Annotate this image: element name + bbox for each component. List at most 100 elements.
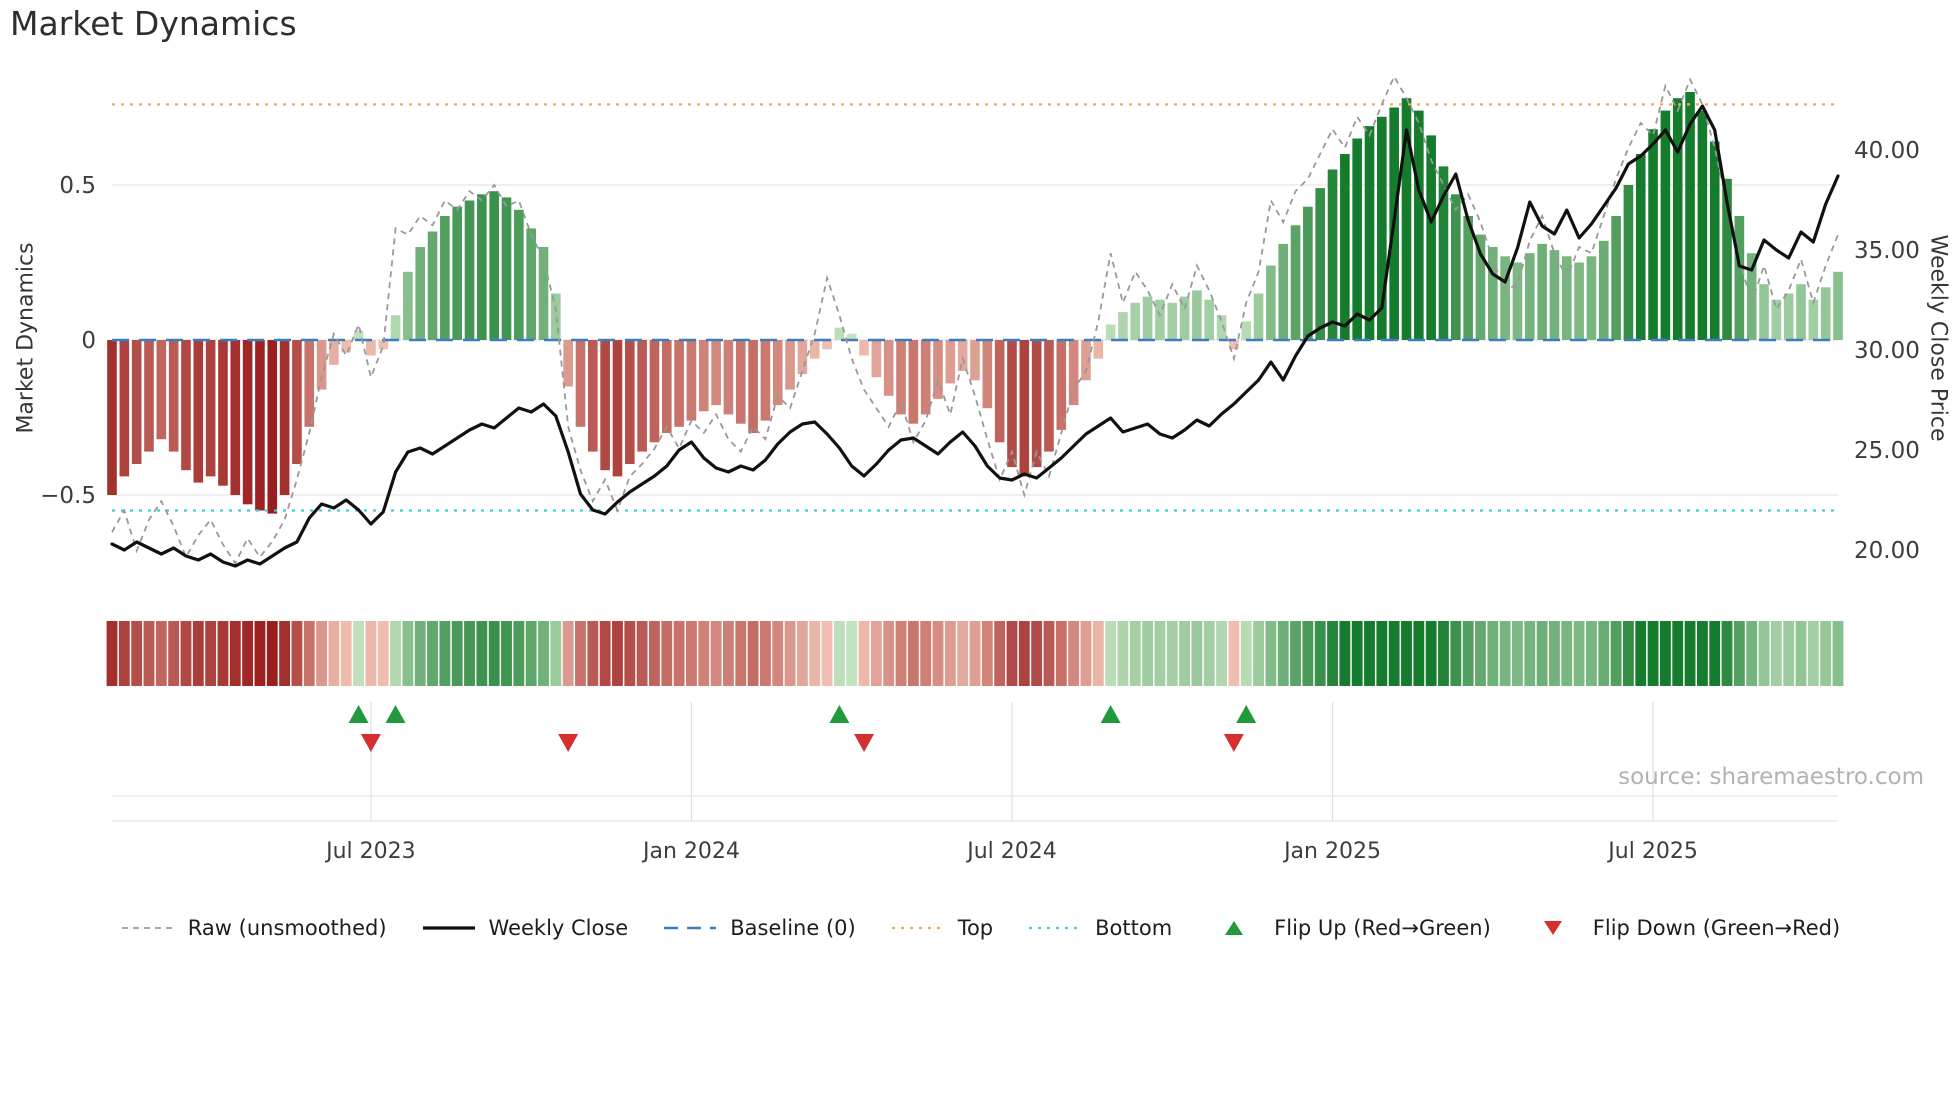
flip-down-marker (1223, 734, 1244, 752)
heatmap-cell (291, 621, 303, 686)
heatmap-cell (1696, 621, 1708, 686)
heatmap-cell (661, 621, 673, 686)
oscillator-bar (1401, 98, 1412, 340)
heatmap-cell (1203, 621, 1215, 686)
oscillator-bar (612, 340, 623, 477)
heatmap-cell (464, 621, 475, 686)
heatmap-cell (1586, 621, 1597, 686)
oscillator-bar (1229, 340, 1239, 350)
heatmap-cell (1031, 621, 1043, 686)
y-tick-right: 35.00 (1854, 238, 1920, 264)
heatmap-cell (377, 621, 389, 686)
heatmap-cell (365, 621, 377, 686)
heatmap-cell (1314, 621, 1326, 686)
heatmap-cell (1549, 621, 1560, 686)
heatmap-cell (439, 621, 451, 686)
heatmap-cell (870, 621, 882, 686)
heatmap-cell (1536, 621, 1548, 686)
oscillator-bar (1808, 299, 1819, 340)
heatmap-cell (932, 621, 944, 686)
heatmap-cell (1438, 621, 1449, 686)
oscillator-bar (168, 340, 179, 452)
heatmap-cell (168, 621, 180, 686)
oscillator-bar (933, 340, 943, 399)
y-tick-right: 25.00 (1854, 438, 1920, 464)
heatmap-cell (612, 621, 623, 686)
heatmap-cell (328, 621, 340, 686)
heatmap-cell (1129, 621, 1141, 686)
heatmap-cell (796, 621, 808, 686)
oscillator-bar (649, 340, 660, 443)
heatmap-cell (1105, 621, 1117, 686)
heatmap-cell (1154, 621, 1166, 686)
oscillator-bar (1623, 185, 1634, 340)
heatmap-cell (229, 621, 241, 686)
oscillator-bar (1204, 299, 1215, 340)
heatmap-cell (1832, 621, 1844, 686)
oscillator-bar (440, 216, 450, 340)
heatmap-cell (1709, 621, 1721, 686)
flip-up-marker (829, 705, 850, 723)
heatmap-cell (1388, 621, 1400, 686)
heatmap-cell (1499, 621, 1511, 686)
oscillator-bar (144, 340, 154, 452)
oscillator-bar (1093, 340, 1104, 359)
heatmap-cell (1265, 621, 1277, 686)
oscillator-bar (378, 340, 389, 350)
heatmap-cell (759, 621, 771, 686)
heatmap-cell (735, 621, 747, 686)
heatmap-cell (414, 621, 426, 686)
oscillator-bar (242, 340, 253, 505)
heatmap-cell (303, 621, 315, 686)
oscillator-bar (1500, 256, 1510, 340)
top-line-icon (891, 926, 944, 930)
oscillator-bar (316, 340, 327, 390)
heatmap-cell (698, 621, 710, 686)
heatmap-cell (525, 621, 537, 686)
oscillator-bar (1549, 250, 1560, 340)
heatmap-cell (1561, 621, 1573, 686)
oscillator-bar (1586, 256, 1597, 340)
heatmap-cell (1277, 621, 1289, 686)
legend-label: Bottom (1095, 916, 1173, 940)
oscillator-bar (1771, 299, 1782, 340)
oscillator-bar (563, 340, 573, 387)
heatmap-cell (340, 621, 352, 686)
heatmap-cell (1253, 621, 1264, 686)
heatmap-cell (353, 621, 364, 686)
oscillator-bar (1463, 216, 1473, 340)
legend-item: Flip Up (Red→Green) (1206, 916, 1491, 940)
heatmap-cell (821, 621, 833, 686)
oscillator-bar (588, 340, 598, 452)
heatmap-cell (1351, 621, 1363, 686)
oscillator-bar (1672, 98, 1683, 340)
heatmap-cell (1080, 621, 1092, 686)
oscillator-bar (427, 231, 438, 340)
heatmap-cell (1795, 621, 1807, 686)
y-tick-right: 40.00 (1854, 138, 1920, 164)
oscillator-bar (945, 340, 956, 384)
oscillator-bar (489, 191, 499, 340)
oscillator-bar (846, 333, 857, 340)
oscillator-bar (785, 340, 795, 390)
heatmap-cell (1327, 621, 1338, 686)
oscillator-bar (1105, 324, 1116, 340)
oscillator-bar (1487, 247, 1498, 340)
oscillator-bar (1327, 169, 1338, 340)
oscillator-bar (1796, 284, 1806, 340)
heatmap-cell (1179, 621, 1191, 686)
heatmap-cell (1364, 621, 1375, 686)
oscillator-bar (1118, 312, 1128, 340)
oscillator-bar (304, 340, 315, 427)
oscillator-bar (353, 330, 364, 340)
oscillator-bar (1685, 92, 1695, 340)
oscillator-bar (1044, 340, 1054, 452)
legend-item: Top (890, 916, 993, 940)
oscillator-bar (1155, 299, 1165, 340)
heatmap-cell (1450, 621, 1462, 686)
oscillator-bar (390, 315, 401, 340)
oscillator-bar (218, 340, 228, 486)
heatmap-cell (501, 621, 512, 686)
